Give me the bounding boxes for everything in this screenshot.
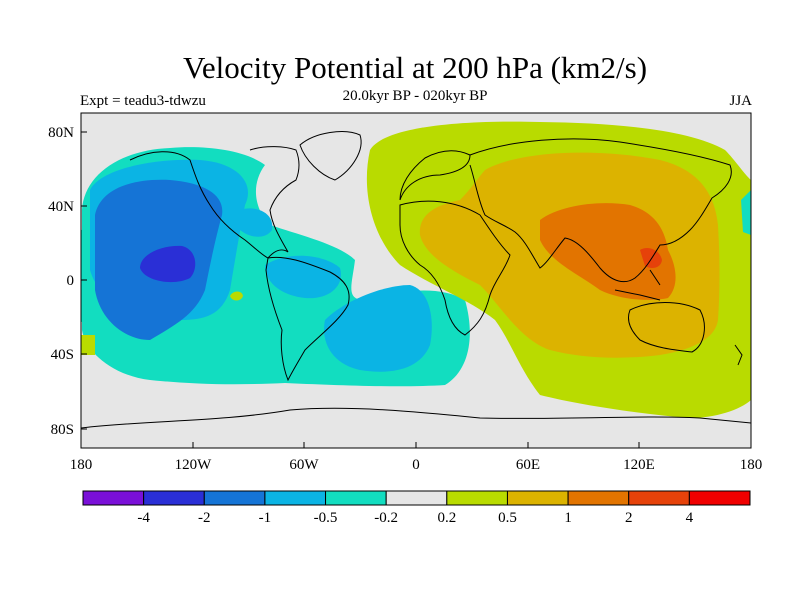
colorbar-swatch — [143, 490, 205, 506]
colorbar-swatch — [628, 490, 690, 506]
coast-new-zealand — [734, 344, 743, 366]
colorbar-label: -0.2 — [374, 510, 398, 526]
coast-asia — [469, 138, 732, 283]
coast-greenland — [299, 131, 362, 181]
lat-tick-label: 80N — [48, 125, 74, 141]
coast-south-america — [265, 256, 350, 382]
region-asia-orange — [540, 203, 676, 300]
colorbar-swatch — [325, 490, 387, 506]
colorbar-swatch — [82, 490, 145, 506]
lon-tick-label: 60W — [289, 457, 319, 473]
colorbar-label: -4 — [137, 510, 150, 526]
colorbar-label: 4 — [686, 510, 694, 526]
region-gulf-light-blue — [240, 208, 273, 237]
map-subtitle: 20.0kyr BP - 020kyr BP — [342, 88, 488, 104]
lon-tick-label: 60E — [516, 457, 540, 473]
region-yellow-green-island — [230, 291, 243, 301]
coast-indonesia — [614, 269, 661, 301]
coast-africa — [399, 200, 511, 336]
region-east-edge-yellow-green — [81, 335, 95, 355]
lon-tick-label: 0 — [412, 457, 420, 473]
region-east-edge-yellow-green-2 — [740, 340, 751, 365]
lon-tick-label: 120W — [175, 457, 213, 473]
colorbar-swatch — [385, 490, 448, 506]
coast-antarctica — [81, 407, 751, 429]
lon-tick-label: 180 — [740, 457, 763, 473]
colorbar-label: -2 — [198, 510, 211, 526]
lat-tick-label: 80S — [51, 422, 74, 438]
map-title: Velocity Potential at 200 hPa (km2/s) — [182, 50, 648, 85]
lat-tick-label: 0 — [67, 273, 75, 289]
lat-tick-label: 40N — [48, 199, 74, 215]
region-america-light-blue — [265, 255, 341, 299]
colorbar-label: 0.2 — [437, 510, 456, 526]
colorbar-label: -1 — [259, 510, 272, 526]
experiment-label: Expt = teadu3-tdwzu — [80, 93, 206, 109]
region-pacific-dark-blue — [140, 245, 196, 283]
colorbar-swatch — [446, 490, 508, 506]
lon-tick-label: 120E — [623, 457, 655, 473]
map-plot-area — [81, 113, 751, 448]
colorbar-label: 0.5 — [498, 510, 517, 526]
coastlines — [81, 131, 751, 429]
colorbar-swatch — [203, 490, 266, 506]
colorbar-swatch — [264, 490, 327, 506]
region-maritime-dark-orange — [640, 248, 662, 268]
lon-tick-label: 180 — [70, 457, 93, 473]
coast-australia — [627, 302, 705, 353]
season-label: JJA — [729, 93, 752, 109]
lat-tick-label: 40S — [51, 347, 74, 363]
axis-tick-marks — [80, 131, 752, 448]
colorbar-swatch — [567, 490, 630, 506]
coast-north-america — [129, 146, 300, 259]
colorbar-label: 1 — [564, 510, 572, 526]
colorbar-label: -0.5 — [314, 510, 338, 526]
region-east-edge-cyan — [741, 190, 751, 235]
colorbar-swatch — [506, 490, 569, 506]
colorbar: -4 -2 -1 -0.5 -0.2 0.2 0.5 1 2 4 — [82, 490, 751, 526]
region-south-atlantic-light-blue — [324, 285, 432, 372]
colorbar-label: 2 — [625, 510, 633, 526]
colorbar-swatch — [688, 490, 751, 506]
